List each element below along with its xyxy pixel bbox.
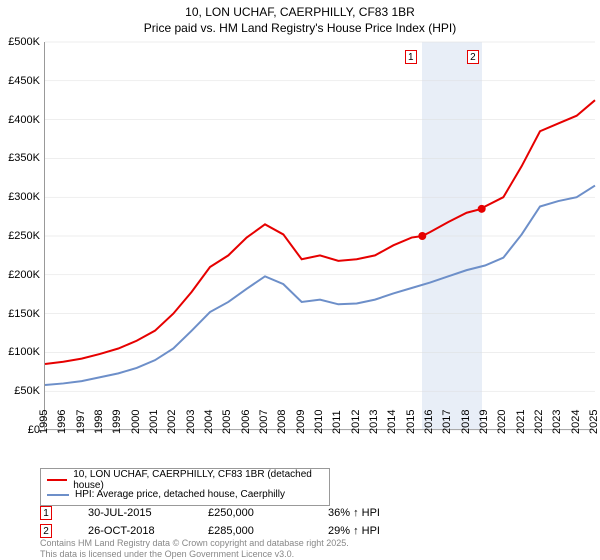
x-tick-label: 2025 — [588, 410, 600, 434]
y-tick-label: £500K — [0, 36, 40, 48]
x-tick-label: 2018 — [460, 410, 472, 434]
x-tick-label: 2000 — [130, 410, 142, 434]
marker-label-1: 1 — [405, 50, 417, 64]
chart-title: 10, LON UCHAF, CAERPHILLY, CF83 1BR Pric… — [0, 4, 600, 36]
x-tick-label: 2017 — [441, 410, 453, 434]
legend-swatch — [47, 494, 69, 496]
x-tick-label: 2012 — [350, 410, 362, 434]
legend-label: 10, LON UCHAF, CAERPHILLY, CF83 1BR (det… — [73, 469, 323, 491]
series-hpi — [45, 186, 595, 385]
x-tick-label: 1998 — [93, 410, 105, 434]
legend-label: HPI: Average price, detached house, Caer… — [75, 489, 285, 500]
legend-row: HPI: Average price, detached house, Caer… — [47, 487, 323, 502]
price-date: 30-JUL-2015 — [88, 507, 208, 519]
x-tick-label: 1996 — [56, 410, 68, 434]
y-tick-label: £200K — [0, 269, 40, 281]
y-tick-label: £450K — [0, 75, 40, 87]
y-tick-label: £50K — [0, 385, 40, 397]
x-tick-label: 2008 — [276, 410, 288, 434]
y-tick-label: £150K — [0, 308, 40, 320]
series-price-paid — [45, 100, 595, 364]
y-tick-label: £100K — [0, 346, 40, 358]
footer-line2: This data is licensed under the Open Gov… — [40, 549, 349, 560]
price-row: 1 30-JUL-2015£250,00036% ↑ HPI — [40, 504, 448, 522]
x-tick-label: 2024 — [570, 410, 582, 434]
x-tick-label: 2001 — [148, 410, 160, 434]
price-amount: £250,000 — [208, 507, 328, 519]
x-tick-label: 1997 — [75, 410, 87, 434]
x-tick-label: 2006 — [240, 410, 252, 434]
footer-attribution: Contains HM Land Registry data © Crown c… — [40, 538, 349, 560]
x-tick-label: 2015 — [405, 410, 417, 434]
x-tick-label: 2009 — [295, 410, 307, 434]
price-delta: 29% ↑ HPI — [328, 525, 448, 537]
x-tick-label: 2002 — [166, 410, 178, 434]
title-line2: Price paid vs. HM Land Registry's House … — [0, 20, 600, 36]
x-tick-label: 2010 — [313, 410, 325, 434]
x-tick-label: 2013 — [368, 410, 380, 434]
x-tick-label: 2021 — [515, 410, 527, 434]
x-tick-label: 2011 — [331, 410, 343, 434]
x-tick-label: 2003 — [185, 410, 197, 434]
line-chart: 12 — [44, 42, 594, 430]
x-tick-label: 2004 — [203, 410, 215, 434]
price-marker: 2 — [40, 524, 52, 538]
x-tick-label: 2014 — [386, 410, 398, 434]
legend-swatch — [47, 479, 67, 481]
x-tick-label: 2022 — [533, 410, 545, 434]
sale-marker-1 — [418, 232, 426, 240]
price-table: 1 30-JUL-2015£250,00036% ↑ HPI 2 26-OCT-201… — [40, 504, 448, 540]
y-tick-label: £250K — [0, 230, 40, 242]
x-tick-label: 2023 — [551, 410, 563, 434]
price-delta: 36% ↑ HPI — [328, 507, 448, 519]
x-tick-label: 2007 — [258, 410, 270, 434]
title-line1: 10, LON UCHAF, CAERPHILLY, CF83 1BR — [0, 4, 600, 20]
x-tick-label: 2016 — [423, 410, 435, 434]
footer-line1: Contains HM Land Registry data © Crown c… — [40, 538, 349, 549]
y-tick-label: £350K — [0, 152, 40, 164]
chart-svg — [45, 42, 594, 429]
x-tick-label: 1999 — [111, 410, 123, 434]
price-amount: £285,000 — [208, 525, 328, 537]
y-tick-label: £300K — [0, 191, 40, 203]
marker-label-2: 2 — [467, 50, 479, 64]
sale-marker-2 — [478, 205, 486, 213]
price-marker: 1 — [40, 506, 52, 520]
legend-row: 10, LON UCHAF, CAERPHILLY, CF83 1BR (det… — [47, 472, 323, 487]
x-tick-label: 2020 — [496, 410, 508, 434]
x-tick-label: 2019 — [478, 410, 490, 434]
x-tick-label: 1995 — [38, 410, 50, 434]
price-date: 26-OCT-2018 — [88, 525, 208, 537]
y-tick-label: £400K — [0, 114, 40, 126]
x-tick-label: 2005 — [221, 410, 233, 434]
chart-legend: 10, LON UCHAF, CAERPHILLY, CF83 1BR (det… — [40, 468, 330, 506]
y-tick-label: £0 — [0, 424, 40, 436]
